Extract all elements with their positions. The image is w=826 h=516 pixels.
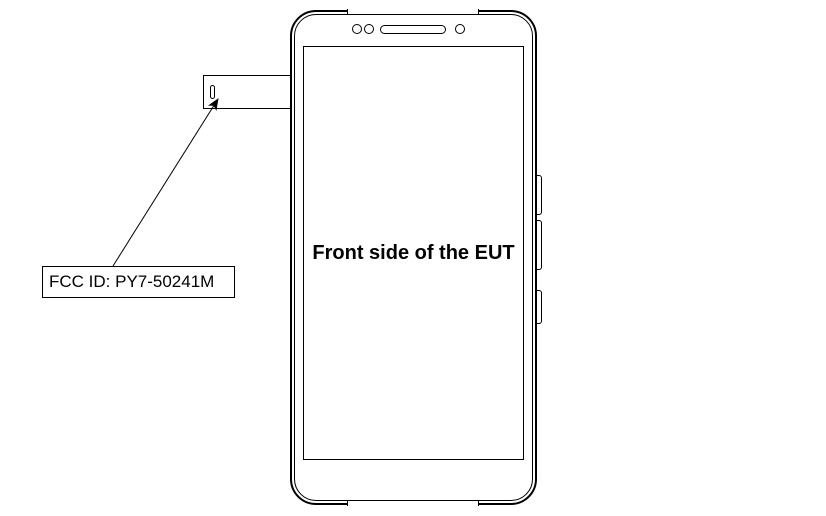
front-sensor-icon xyxy=(364,24,374,34)
label-tray xyxy=(203,75,293,109)
phone-screen: Front side of the EUT xyxy=(303,46,524,460)
fcc-id-text: FCC ID: PY7-50241M xyxy=(49,272,214,292)
phone-bottom-notch xyxy=(347,500,479,506)
front-sensor-icon xyxy=(352,24,362,34)
side-button-icon xyxy=(536,220,542,270)
front-label: Front side of the EUT xyxy=(312,242,514,264)
phone-top-notch xyxy=(347,9,479,15)
front-camera-icon xyxy=(455,24,465,34)
tray-slot xyxy=(210,85,215,99)
side-button-icon xyxy=(536,175,542,215)
fcc-id-callout-box: FCC ID: PY7-50241M xyxy=(42,266,235,298)
side-button-icon xyxy=(536,290,542,324)
diagram-stage: Front side of the EUT FCC ID: PY7-50241M xyxy=(0,0,826,516)
earpiece-icon xyxy=(380,25,446,34)
